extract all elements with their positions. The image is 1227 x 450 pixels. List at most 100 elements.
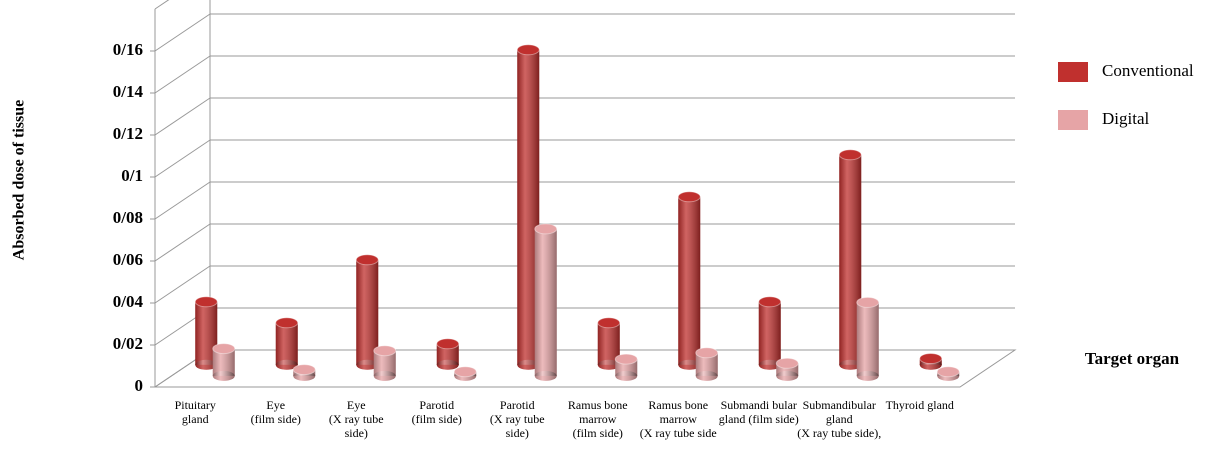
bar-body-shade	[678, 196, 701, 365]
bar-top	[453, 366, 477, 378]
x-tick-line: Parotid	[419, 398, 454, 412]
y-tick-label: 0/1	[121, 166, 143, 185]
y-axis-title: Absorbed dose of tissue	[11, 100, 28, 260]
y-tick-label: 0/08	[113, 208, 143, 227]
bar-top	[194, 296, 218, 308]
bar-top	[355, 254, 379, 266]
bar	[453, 366, 477, 381]
x-tick-label: Parotid (film side)	[412, 398, 462, 426]
y-tick-label: 0	[135, 376, 144, 395]
x-tick-line: Ramus bone	[648, 398, 708, 412]
bar-body-shade	[839, 154, 862, 365]
legend-label: Conventional	[1102, 61, 1194, 80]
bar	[355, 254, 379, 370]
bar	[194, 296, 218, 370]
bar	[292, 364, 316, 381]
bar-top	[919, 353, 943, 364]
bar-top	[516, 44, 540, 56]
x-tick-line: Submandibular	[803, 398, 876, 412]
x-tick-label: Parotid (X ray tube side)	[490, 398, 545, 440]
grid-line-side	[154, 223, 211, 262]
bar-top	[436, 338, 460, 350]
bar-top	[275, 317, 299, 329]
bar-body-shade	[436, 343, 459, 365]
bar	[936, 366, 960, 381]
bar-top	[758, 296, 782, 308]
x-tick-line: Submandi bular	[721, 398, 797, 412]
x-tick-line: Eye	[347, 398, 366, 412]
bar	[775, 357, 799, 381]
grid-line-side	[154, 13, 211, 52]
x-tick-label: Submandi bular gland (film side)	[719, 398, 799, 426]
bar-body-shade	[275, 322, 298, 365]
x-tick-line: marrow	[579, 412, 617, 426]
wall-top-side	[154, 0, 170, 10]
bar-body-shade	[695, 352, 718, 376]
x-tick-line: (X ray tube	[329, 412, 384, 426]
y-tick-label: 0/06	[113, 250, 143, 269]
bar-body-shade	[758, 301, 781, 365]
y-tick-label: 0/04	[113, 292, 144, 311]
y-tick-label: 0/02	[113, 334, 143, 353]
x-tick-line: Ramus bone	[568, 398, 628, 412]
legend-swatch	[1058, 62, 1088, 82]
x-tick-line: Eye	[266, 398, 285, 412]
x-tick-line: (film side)	[412, 412, 462, 426]
bar-body-shade	[517, 49, 540, 365]
bar	[919, 353, 943, 370]
bar-top	[373, 345, 397, 357]
x-tick-label: Eye (film side)	[251, 398, 301, 426]
x-axis-title: Target organ	[1085, 349, 1180, 368]
bar-top	[614, 353, 638, 365]
bar-body-shade	[597, 322, 620, 365]
x-tick-line: Pituitary	[175, 398, 216, 412]
x-tick-line: gland	[826, 412, 853, 426]
bar-body-shade	[195, 301, 218, 365]
bar	[695, 347, 719, 381]
grid-line-side	[154, 97, 211, 136]
y-tick-label: 0/12	[113, 124, 143, 143]
x-tick-label: Ramus bone marrow (X ray tube side	[640, 398, 717, 440]
bar	[373, 345, 397, 381]
bar-top	[292, 364, 316, 376]
bar-top	[936, 366, 960, 378]
bar-top	[775, 357, 799, 369]
x-tick-label: Eye (X ray tube side)	[329, 398, 384, 440]
bar	[275, 317, 299, 370]
x-tick-line: side)	[345, 426, 368, 440]
bar-top	[597, 317, 621, 329]
bar-top	[534, 223, 558, 235]
bar	[534, 223, 558, 381]
bar	[614, 353, 638, 381]
x-tick-line: gland	[182, 412, 209, 426]
bar-body-shade	[212, 348, 235, 376]
bar	[597, 317, 621, 370]
bar	[212, 343, 236, 381]
x-tick-label: Submandibular gland (X ray tube side),	[797, 398, 881, 440]
x-tick-line: Thyroid gland	[886, 398, 954, 412]
bar	[838, 149, 862, 370]
grid-line-side	[154, 181, 211, 220]
x-tick-line: (X ray tube side),	[797, 426, 881, 440]
x-tick-line: (X ray tube side	[640, 426, 717, 440]
legend-swatch	[1058, 110, 1088, 130]
bar-top	[838, 149, 862, 161]
bar	[436, 338, 460, 370]
bar-body-shade	[856, 302, 879, 376]
bar	[516, 44, 540, 370]
grid-line-side	[154, 265, 211, 304]
bar-body-shade	[534, 228, 557, 376]
y-tick-label: 0/14	[113, 82, 144, 101]
legend-label: Digital	[1102, 109, 1149, 128]
bar-top	[856, 296, 880, 308]
x-tick-line: side)	[506, 426, 529, 440]
bar-body-shade	[356, 259, 379, 365]
x-tick-line: (film side)	[573, 426, 623, 440]
bar	[856, 296, 880, 381]
x-tick-line: Parotid	[500, 398, 535, 412]
x-tick-line: (film side)	[251, 412, 301, 426]
bar-top	[212, 343, 236, 355]
grid-line-side	[154, 139, 211, 178]
